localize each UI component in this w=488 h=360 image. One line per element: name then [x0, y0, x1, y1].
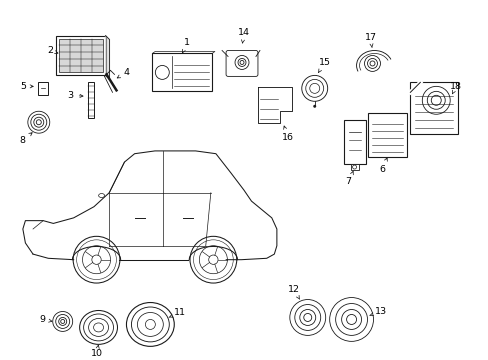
Text: 16: 16: [281, 126, 293, 142]
Text: 4: 4: [117, 68, 129, 78]
Bar: [59, 39, 102, 72]
Circle shape: [313, 105, 316, 108]
Text: 12: 12: [287, 285, 299, 299]
Text: 6: 6: [379, 158, 386, 174]
Polygon shape: [105, 36, 109, 80]
Text: 18: 18: [449, 82, 461, 94]
Text: 7: 7: [345, 171, 353, 186]
Text: 15: 15: [318, 58, 330, 72]
Bar: [38, 82, 48, 95]
Text: 3: 3: [67, 91, 83, 100]
FancyBboxPatch shape: [225, 50, 258, 76]
Text: 5: 5: [20, 82, 33, 91]
Text: 17: 17: [364, 33, 376, 48]
Bar: [343, 120, 365, 164]
Text: 10: 10: [90, 345, 102, 358]
Bar: [152, 54, 212, 91]
Bar: [56, 36, 105, 75]
Text: 9: 9: [40, 315, 52, 324]
Text: 11: 11: [168, 308, 186, 318]
Text: 1: 1: [182, 38, 190, 53]
Bar: [87, 82, 93, 118]
Text: 2: 2: [48, 46, 58, 55]
Bar: [367, 113, 407, 157]
Bar: [409, 82, 457, 134]
Bar: [350, 164, 358, 170]
Text: 8: 8: [20, 133, 32, 145]
Text: 13: 13: [369, 307, 386, 316]
Text: 14: 14: [238, 28, 249, 43]
